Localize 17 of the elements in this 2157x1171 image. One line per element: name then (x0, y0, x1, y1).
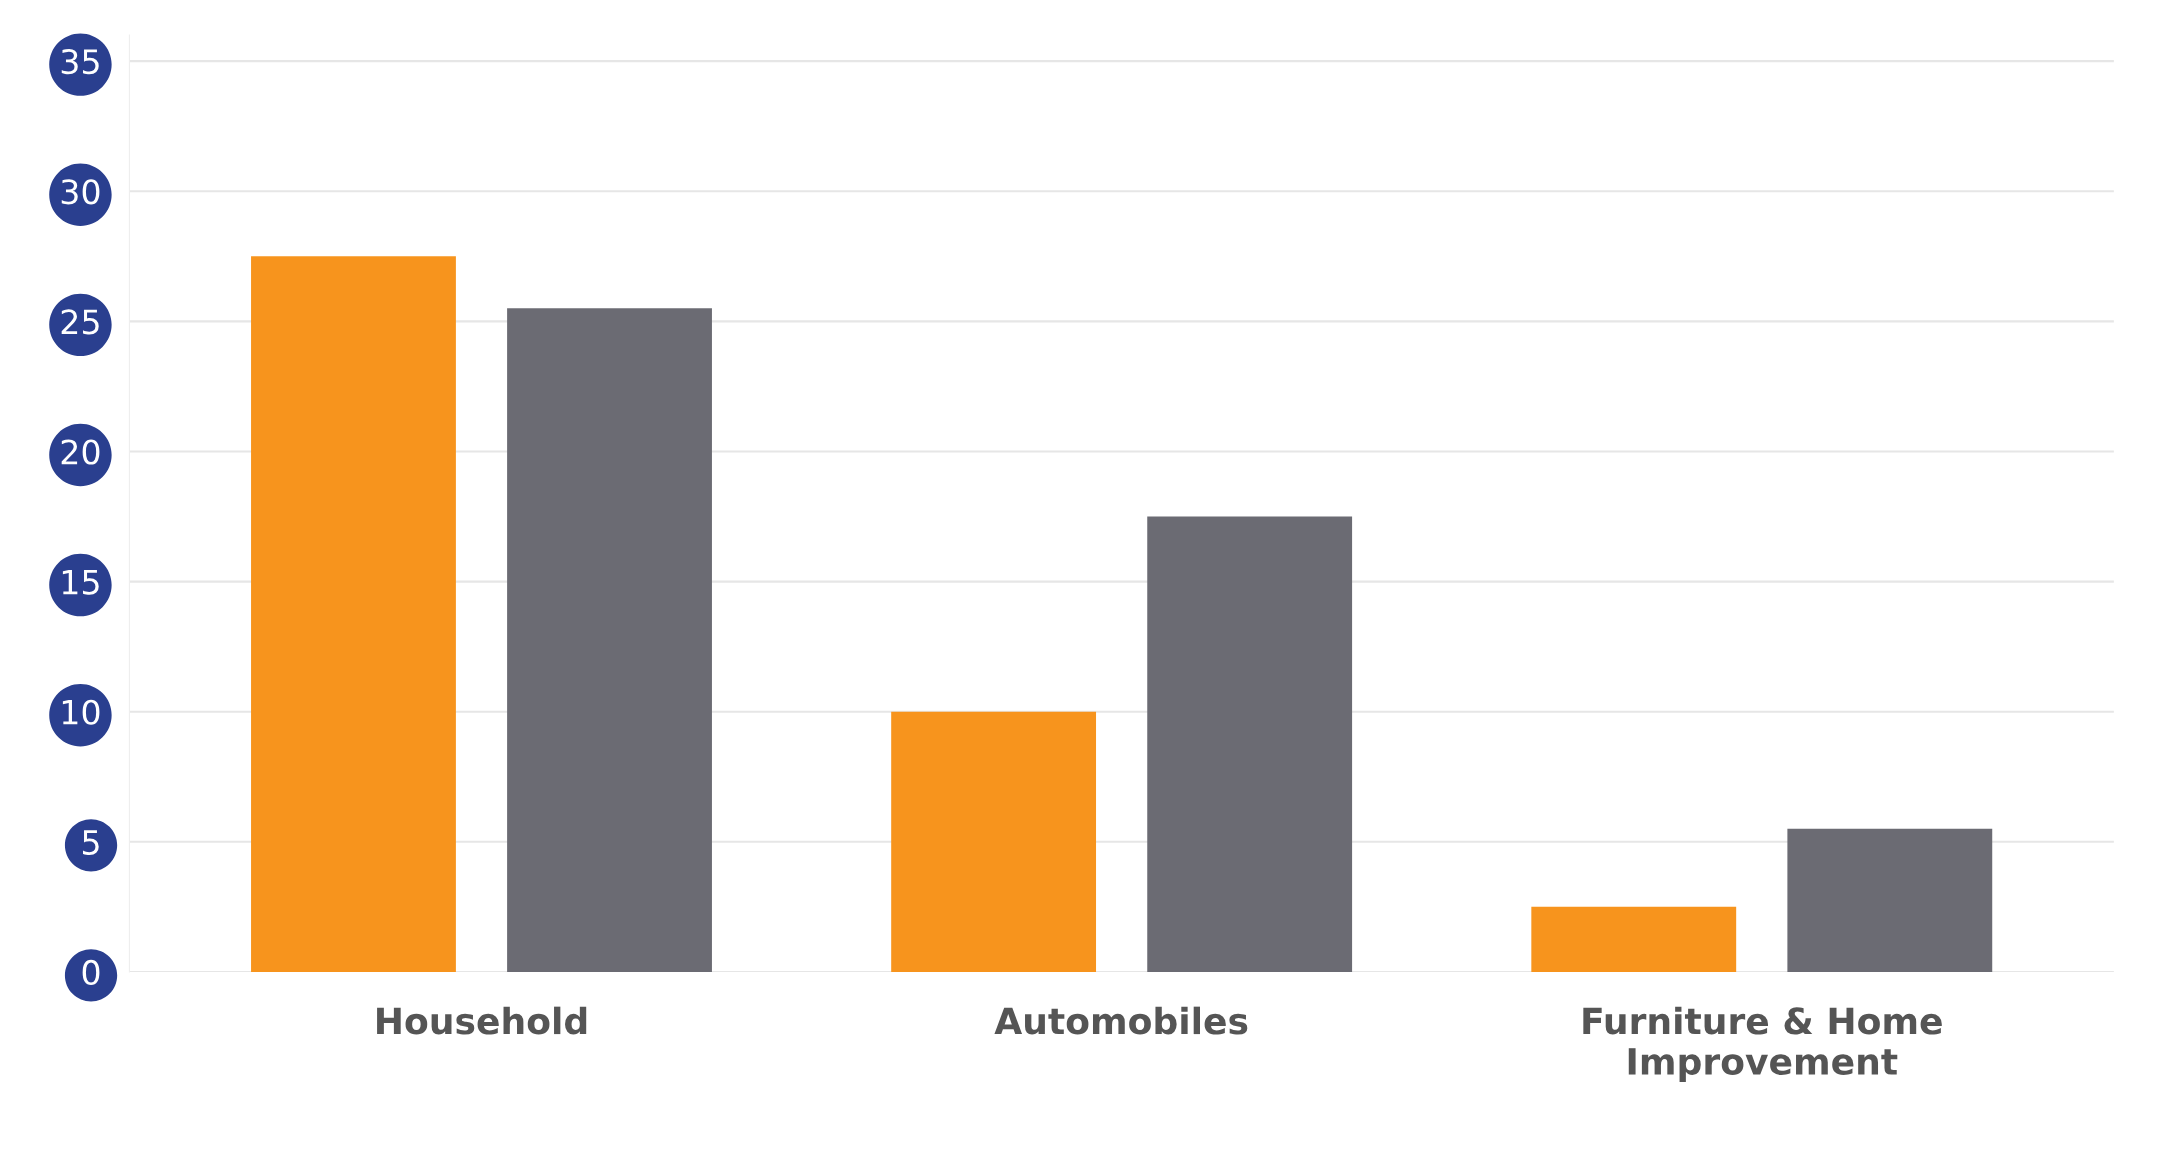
bar (1147, 516, 1353, 972)
y-tick-label: 20 (61, 439, 100, 465)
bar (1531, 906, 1737, 972)
y-tick-label: 30 (61, 179, 100, 205)
y-tick-label: 25 (61, 309, 99, 335)
y-tick-label: 0 (82, 959, 100, 986)
bar (1787, 828, 1993, 972)
x-tick-label: Automobiles (994, 1006, 1248, 1035)
x-tick-label: Furniture & Home Improvement (1583, 1006, 1942, 1083)
y-tick-label: 5 (83, 830, 99, 855)
x-tick-label: Household (377, 1006, 587, 1035)
y-tick-label: 35 (61, 49, 99, 75)
bar (891, 711, 1097, 972)
y-tick-label: 10 (62, 699, 100, 725)
bar (507, 308, 712, 972)
bar (251, 256, 456, 972)
y-tick-label: 15 (62, 569, 99, 595)
